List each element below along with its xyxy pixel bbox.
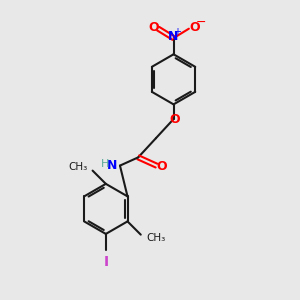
Text: CH₃: CH₃ bbox=[146, 233, 165, 243]
Text: O: O bbox=[170, 112, 180, 126]
Text: −: − bbox=[196, 16, 206, 29]
Text: CH₃: CH₃ bbox=[68, 162, 87, 172]
Text: +: + bbox=[173, 27, 181, 37]
Text: I: I bbox=[103, 254, 108, 268]
Text: N: N bbox=[107, 158, 118, 172]
Text: N: N bbox=[168, 30, 179, 43]
Text: O: O bbox=[157, 160, 167, 173]
Text: H: H bbox=[101, 159, 110, 169]
Text: O: O bbox=[148, 21, 159, 34]
Text: O: O bbox=[189, 21, 200, 34]
